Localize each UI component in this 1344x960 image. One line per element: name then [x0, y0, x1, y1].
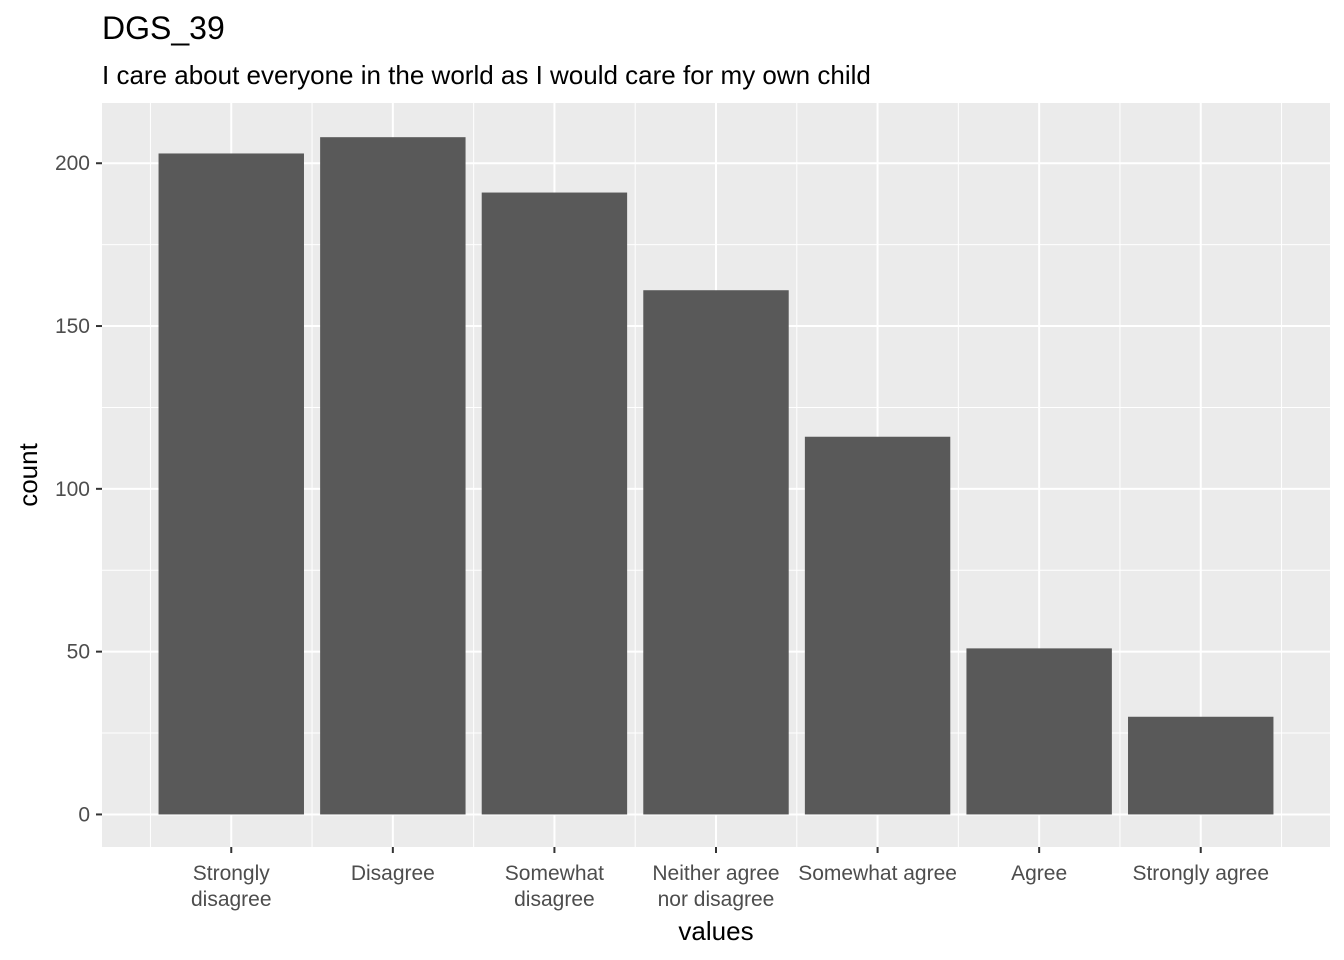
x-tick-label: Agree — [1011, 862, 1067, 885]
x-tick-label: Disagree — [351, 862, 435, 885]
x-tick-label: Strongly agree — [1132, 862, 1269, 885]
bar — [481, 192, 628, 815]
x-tick-label: Somewhat agree — [798, 862, 957, 885]
x-axis: Strongly disagree Disagree Somewhat disagree… — [191, 847, 1269, 911]
bar — [966, 648, 1112, 815]
x-axis-title: values — [678, 916, 753, 946]
x-tick-label: Strongly disagree — [191, 862, 272, 911]
chart-subtitle: I care about everyone in the world as I … — [102, 60, 871, 90]
y-axis-title: count — [13, 442, 43, 506]
bar — [158, 153, 304, 815]
bar — [643, 290, 789, 815]
x-tick-label: Neither agree nor disagree — [652, 862, 779, 911]
y-axis: 0 50 100 150 200 — [55, 152, 102, 826]
y-tick-label: 150 — [55, 315, 90, 338]
bar — [1128, 716, 1274, 815]
y-tick-label: 50 — [67, 641, 90, 664]
y-tick-label: 100 — [55, 478, 90, 501]
bar — [320, 137, 466, 815]
y-tick-label: 200 — [55, 152, 90, 175]
y-tick-label: 0 — [78, 803, 90, 826]
chart-title: DGS_39 — [102, 10, 225, 46]
x-tick-label: Somewhat disagree — [505, 862, 604, 911]
bar — [804, 436, 951, 815]
bars — [158, 137, 1274, 815]
